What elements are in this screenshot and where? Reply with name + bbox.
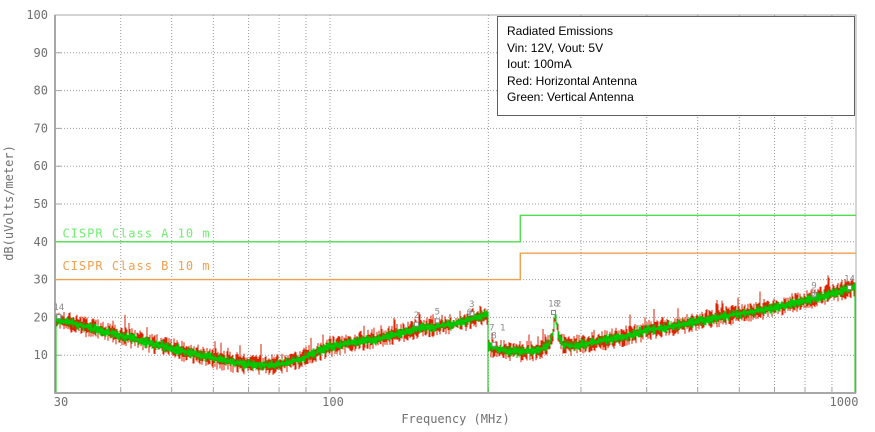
legend-box: Radiated Emissions Vin: 12V, Vout: 5V Io… (497, 16, 855, 116)
marker-label: 2 (414, 311, 419, 321)
y-tick-label: 70 (34, 121, 48, 135)
marker-label: 2 (556, 299, 561, 309)
marker-square (434, 318, 440, 324)
y-tick-label: 100 (26, 8, 48, 22)
marker-label: 9 (811, 281, 816, 291)
x-tick-label: 1000 (830, 395, 859, 409)
y-tick-label: 10 (34, 348, 48, 362)
marker-square (847, 285, 853, 291)
marker-square (811, 292, 817, 298)
limit-label: CISPR Class B 10 m (62, 259, 210, 273)
marker-label: 7 1 (489, 323, 505, 333)
marker-label: 6 (467, 308, 472, 318)
x-tick-label: 100 (322, 395, 344, 409)
marker-label: 14 (53, 303, 64, 313)
trace-vertical-antenna (55, 282, 856, 371)
y-tick-label: 50 (34, 197, 48, 211)
y-tick-label: 40 (34, 235, 48, 249)
y-tick-label: 20 (34, 310, 48, 324)
limit-line (55, 214, 856, 243)
marker-label: 18 (548, 299, 559, 309)
marker-square (56, 314, 62, 320)
marker-label: 8 (491, 332, 496, 342)
legend-red-trace: Red: Horizontal Antenna (507, 73, 638, 88)
x-axis-title: Frequency (MHz) (401, 412, 510, 426)
y-tick-label: 60 (34, 159, 48, 173)
marker-label: 8 (810, 289, 815, 299)
y-tick-label: 80 (34, 84, 48, 98)
y-axis-title: dB(uVolts/meter) (2, 145, 16, 261)
marker-label: 14 (844, 274, 855, 284)
y-tick-label: 90 (34, 46, 48, 60)
marker-square (551, 309, 557, 315)
marker-label: 3 (469, 300, 474, 310)
limit-line (55, 252, 856, 281)
marker-label: 5 (435, 307, 440, 317)
y-tick-label: 30 (34, 273, 48, 287)
legend-green-trace: Green: Vertical Antenna (507, 90, 634, 104)
marker-square (469, 311, 475, 317)
x-tick-label: 30 (54, 395, 68, 409)
legend-iout: Iout: 100mA (507, 57, 572, 71)
legend-title: Radiated Emissions (507, 24, 614, 38)
legend-vin-vout: Vin: 12V, Vout: 5V (507, 40, 604, 55)
limit-label: CISPR Class A 10 m (62, 226, 210, 240)
marker-square (491, 341, 497, 347)
marker-square (413, 321, 419, 327)
